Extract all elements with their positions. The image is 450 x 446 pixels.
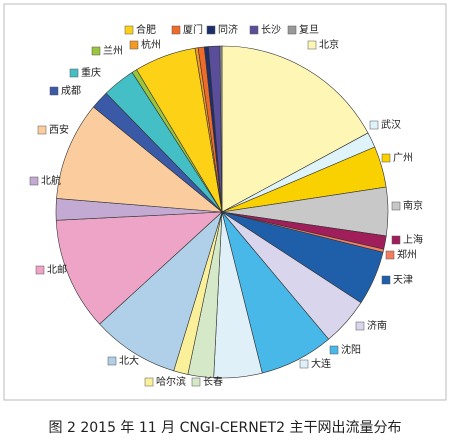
slice-label: 广州 bbox=[393, 152, 413, 164]
legend-swatch bbox=[29, 176, 39, 186]
legend-swatch bbox=[191, 377, 201, 387]
legend-swatch bbox=[381, 153, 391, 163]
slice-label: 长沙 bbox=[261, 24, 281, 36]
legend-swatch bbox=[49, 86, 59, 96]
frame bbox=[3, 3, 447, 401]
legend-swatch bbox=[391, 235, 401, 245]
legend-swatch bbox=[206, 25, 216, 35]
pie-slice bbox=[219, 45, 223, 213]
legend-swatch bbox=[69, 68, 79, 78]
slice-label: 沈阳 bbox=[341, 343, 361, 356]
legend-swatch bbox=[171, 25, 181, 35]
slice-label: 南京 bbox=[403, 199, 423, 212]
slice-label: 厦门 bbox=[183, 23, 203, 36]
legend-swatch bbox=[35, 265, 45, 275]
slice-label: 哈尔滨 bbox=[156, 375, 186, 388]
slice-label: 复旦 bbox=[299, 23, 319, 36]
legend-swatch bbox=[144, 377, 154, 387]
legend-swatch bbox=[287, 25, 297, 35]
slice-label: 西安 bbox=[49, 123, 69, 136]
slice-label: 合肥 bbox=[136, 23, 156, 36]
slice-label: 同济 bbox=[218, 23, 238, 36]
slice-label: 大连 bbox=[311, 357, 331, 370]
legend-swatch bbox=[91, 46, 101, 56]
pie-slice bbox=[55, 211, 223, 325]
slice-label: 济南 bbox=[367, 319, 387, 332]
legend-swatch bbox=[37, 125, 47, 135]
slice-label: 兰州 bbox=[103, 44, 123, 57]
legend-swatch bbox=[369, 120, 379, 130]
legend-swatch bbox=[107, 356, 117, 366]
slice-label: 长春 bbox=[203, 376, 223, 388]
slice-label: 北邮 bbox=[47, 263, 67, 276]
slice-label: 武汉 bbox=[381, 118, 401, 131]
slice-label: 天津 bbox=[393, 274, 413, 286]
legend-swatch bbox=[391, 201, 401, 211]
pie-slice bbox=[99, 211, 223, 372]
legend-swatch bbox=[299, 359, 309, 369]
slice-label: 重庆 bbox=[81, 66, 101, 79]
legend-swatch bbox=[385, 250, 395, 260]
pie-slice bbox=[56, 106, 223, 213]
legend-swatch bbox=[329, 345, 339, 355]
slice-label: 北航 bbox=[41, 174, 61, 187]
pie-slice bbox=[221, 45, 369, 213]
legend-swatch bbox=[381, 275, 391, 285]
chart-title: 图 2 2015 年 11 月 CNGI-CERNET2 主干网出流量分布 bbox=[49, 420, 402, 436]
slice-label: 上海 bbox=[403, 233, 423, 246]
legend-swatch bbox=[129, 40, 139, 50]
legend-swatch bbox=[355, 321, 365, 331]
slice-label: 郑州 bbox=[397, 248, 417, 261]
slice-label: 杭州 bbox=[141, 38, 161, 51]
slice-label: 北大 bbox=[119, 354, 139, 367]
slice-label: 北京 bbox=[319, 38, 339, 51]
legend-swatch bbox=[307, 40, 317, 50]
slice-label: 成都 bbox=[61, 85, 81, 97]
legend-swatch bbox=[249, 25, 259, 35]
legend-swatch bbox=[124, 25, 134, 35]
